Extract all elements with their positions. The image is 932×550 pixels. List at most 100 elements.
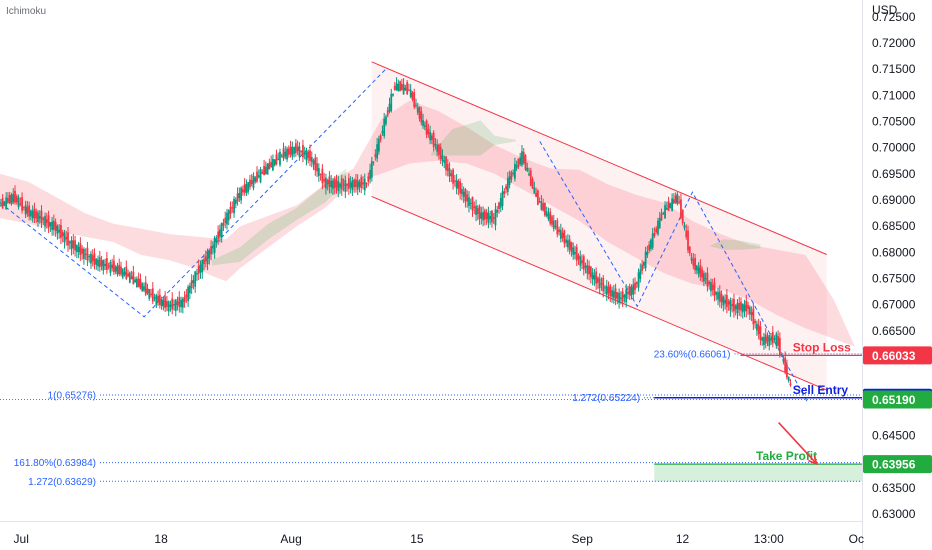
candle-body[interactable]: [157, 296, 159, 303]
candle-body[interactable]: [482, 212, 485, 221]
candle-body[interactable]: [249, 179, 251, 188]
candle-body[interactable]: [492, 217, 495, 219]
candle-body[interactable]: [388, 103, 391, 112]
candle-body[interactable]: [625, 289, 628, 303]
candle-body[interactable]: [24, 205, 27, 215]
candle-body[interactable]: [736, 302, 739, 314]
candle-body[interactable]: [22, 206, 25, 208]
candle-body[interactable]: [134, 279, 137, 283]
candle-body[interactable]: [277, 158, 280, 160]
candle-body[interactable]: [404, 87, 407, 91]
candle-body[interactable]: [194, 271, 197, 287]
candle-body[interactable]: [616, 292, 619, 299]
candle-body[interactable]: [598, 278, 601, 289]
candle-body[interactable]: [141, 283, 144, 291]
candle-body[interactable]: [676, 194, 679, 205]
candle-body[interactable]: [217, 231, 220, 240]
candle-body[interactable]: [181, 298, 184, 308]
candle-body[interactable]: [111, 264, 114, 269]
candle-body[interactable]: [257, 175, 260, 178]
candle-body[interactable]: [30, 210, 32, 217]
candle-body[interactable]: [176, 301, 179, 306]
candle-body[interactable]: [604, 287, 606, 289]
candle-body[interactable]: [574, 251, 576, 255]
candle-body[interactable]: [655, 228, 658, 232]
candle-body[interactable]: [369, 169, 371, 180]
candle-body[interactable]: [429, 131, 432, 141]
candle-body[interactable]: [759, 326, 762, 341]
candle-body[interactable]: [14, 190, 16, 203]
candle-body[interactable]: [674, 195, 677, 203]
candle-body[interactable]: [300, 150, 303, 152]
candle-body[interactable]: [561, 232, 564, 238]
candle-body[interactable]: [100, 260, 103, 267]
plot-area[interactable]: 23.60%(0.66061) 1.272(0.65224) 1(0.65276) 1…: [0, 61, 862, 488]
candle-body[interactable]: [335, 180, 338, 188]
candle-body[interactable]: [443, 160, 446, 163]
candle-body[interactable]: [648, 244, 651, 251]
candle-body[interactable]: [727, 301, 730, 305]
candle-body[interactable]: [8, 194, 11, 203]
candle-body[interactable]: [395, 83, 398, 91]
candle-body[interactable]: [287, 148, 290, 155]
candle-body[interactable]: [632, 284, 635, 295]
candle-body[interactable]: [422, 120, 424, 126]
candle-body[interactable]: [162, 300, 165, 307]
candle-body[interactable]: [453, 180, 456, 182]
candle-body[interactable]: [86, 247, 89, 261]
candle-body[interactable]: [302, 144, 304, 158]
candle-body[interactable]: [210, 246, 212, 255]
candle-body[interactable]: [494, 209, 497, 226]
candle-body[interactable]: [743, 304, 746, 311]
candle-body[interactable]: [363, 178, 366, 191]
candle-body[interactable]: [167, 301, 170, 312]
candle-body[interactable]: [522, 151, 525, 164]
candle-body[interactable]: [275, 154, 278, 165]
candle-body[interactable]: [425, 120, 428, 135]
price-axis[interactable]: 0.72500 0.72000 0.71500 0.71000 0.70500 0.700…: [863, 10, 932, 521]
candle-body[interactable]: [427, 129, 430, 135]
candle-body[interactable]: [305, 150, 308, 161]
candle-body[interactable]: [241, 189, 244, 193]
candle-body[interactable]: [81, 248, 84, 254]
candle-body[interactable]: [263, 165, 265, 175]
candle-body[interactable]: [582, 256, 585, 270]
candle-body[interactable]: [473, 206, 476, 208]
candle-body[interactable]: [720, 294, 723, 303]
candle-body[interactable]: [784, 357, 787, 373]
candle-body[interactable]: [639, 269, 642, 279]
candle-body[interactable]: [264, 166, 267, 175]
candle-body[interactable]: [303, 152, 306, 155]
candle-body[interactable]: [672, 199, 675, 204]
candle-body[interactable]: [370, 161, 373, 178]
candle-body[interactable]: [671, 198, 674, 211]
candle-body[interactable]: [740, 301, 742, 311]
candle-body[interactable]: [651, 233, 654, 248]
candle-body[interactable]: [501, 191, 504, 206]
candle-body[interactable]: [21, 197, 23, 211]
candle-body[interactable]: [570, 242, 573, 252]
candle-body[interactable]: [770, 338, 772, 341]
candle-body[interactable]: [627, 291, 629, 294]
candle-body[interactable]: [98, 257, 101, 268]
candle-body[interactable]: [379, 135, 382, 140]
candle-body[interactable]: [245, 184, 248, 193]
candle-body[interactable]: [554, 225, 557, 227]
candle-body[interactable]: [577, 255, 580, 260]
candle-body[interactable]: [367, 176, 370, 182]
candle-body[interactable]: [406, 82, 409, 95]
candle-body[interactable]: [17, 197, 20, 208]
candle-body[interactable]: [360, 177, 363, 188]
candle-body[interactable]: [128, 272, 131, 283]
candle-body[interactable]: [385, 116, 387, 124]
candle-body[interactable]: [143, 286, 145, 291]
candle-body[interactable]: [766, 336, 769, 342]
candle-body[interactable]: [464, 188, 467, 202]
candle-body[interactable]: [107, 265, 110, 267]
candle-body[interactable]: [619, 297, 622, 299]
candle-body[interactable]: [658, 217, 661, 228]
candle-body[interactable]: [90, 253, 92, 264]
candle-body[interactable]: [491, 210, 493, 223]
candle-body[interactable]: [148, 288, 151, 299]
candle-body[interactable]: [171, 298, 174, 310]
